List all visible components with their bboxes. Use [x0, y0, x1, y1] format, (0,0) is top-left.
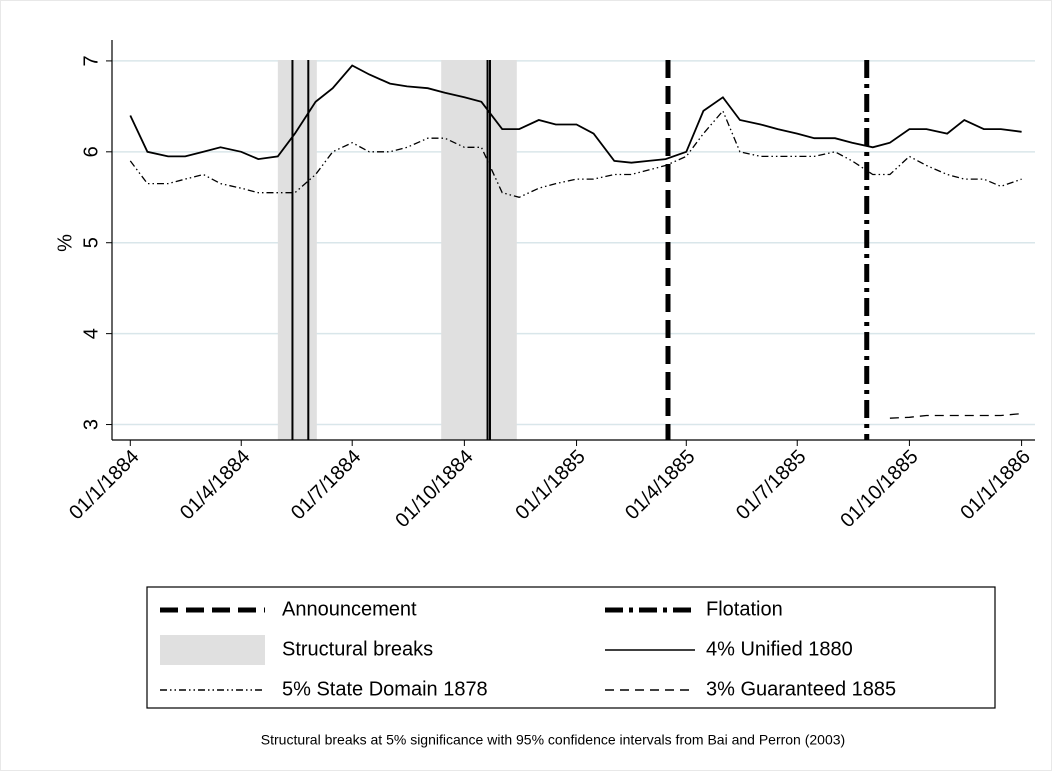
note: Structural breaks at 5% significance wit…: [261, 732, 845, 748]
legend-box: [146, 586, 996, 709]
y-tick-label: 5: [80, 237, 102, 248]
series-line: [129, 109, 1022, 198]
series-line: [129, 64, 1022, 164]
legend-label: Announcement: [282, 598, 417, 620]
y-tick-label: 3: [80, 419, 102, 430]
break-interval: [277, 60, 317, 440]
legend-swatch: [160, 635, 265, 665]
y-axis-label: %: [54, 234, 76, 252]
break-interval: [441, 60, 517, 440]
legend-label: 3% Guaranteed 1885: [706, 678, 896, 700]
y-tick-label: 6: [80, 146, 102, 157]
legend-label: Flotation: [706, 598, 783, 620]
series-line: [889, 412, 1022, 419]
y-tick-label: 7: [80, 55, 102, 66]
legend-label: 5% State Domain 1878: [282, 678, 488, 700]
legend-label: Structural breaks: [282, 638, 433, 660]
y-tick-label: 4: [80, 328, 102, 339]
legend-label: 4% Unified 1880: [706, 638, 853, 660]
